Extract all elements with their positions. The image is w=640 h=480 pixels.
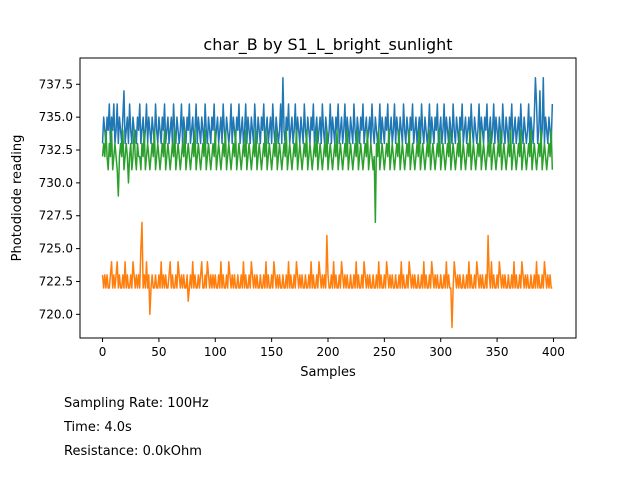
x-tick-label: 100 (204, 345, 227, 359)
y-tick-label: 727.5 (39, 209, 73, 223)
y-tick-label: 730.0 (39, 176, 73, 190)
x-tick-label: 350 (486, 345, 509, 359)
y-tick-label: 735.0 (39, 110, 73, 124)
series-line-2 (101, 221, 553, 329)
series-layer (101, 76, 554, 329)
plot-area-frame (79, 57, 577, 339)
x-tick-label: 150 (260, 345, 283, 359)
y-tick-label: 725.0 (39, 242, 73, 256)
y-tick-label: 720.0 (39, 307, 73, 321)
x-tick-label: 50 (151, 345, 166, 359)
x-tick-label: 200 (317, 345, 340, 359)
y-tick-label: 722.5 (39, 274, 73, 288)
x-axis: 0 50 100 150 200 250 300 350 400 (99, 338, 565, 359)
y-axis-label: Photodiode reading (10, 135, 25, 262)
x-tick-label: 250 (373, 345, 396, 359)
sampling-rate-text: Sampling Rate: 100Hz (64, 396, 209, 411)
x-axis-label: Samples (300, 365, 356, 380)
chart-title: char_B by S1_L_bright_sunlight (203, 35, 452, 55)
x-tick-label: 0 (99, 345, 107, 359)
resistance-text: Resistance: 0.0kOhm (64, 444, 202, 459)
y-axis: 720.0 722.5 725.0 727.5 730.0 732.5 735.0 737.5 (39, 77, 80, 321)
x-tick-label: 400 (542, 345, 565, 359)
series-line-3 (101, 129, 554, 224)
y-tick-label: 732.5 (39, 143, 73, 157)
time-text: Time: 4.0s (64, 420, 132, 435)
y-tick-label: 737.5 (39, 77, 73, 91)
x-tick-label: 300 (429, 345, 452, 359)
